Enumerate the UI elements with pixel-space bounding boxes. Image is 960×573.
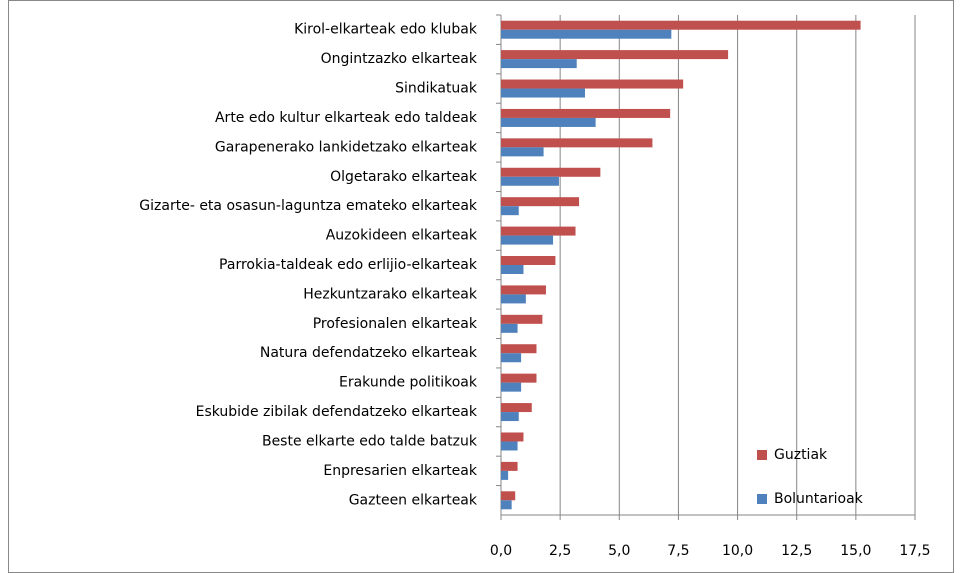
bar: [501, 235, 554, 245]
y-tick-label: Profesionalen elkarteak: [313, 316, 478, 332]
bar: [501, 461, 518, 471]
bar: [501, 29, 672, 39]
bar: [501, 470, 509, 480]
bar: [501, 373, 537, 383]
y-tick-label: Hezkuntzarako elkarteak: [303, 286, 478, 302]
bar: [501, 206, 519, 216]
x-tick-label: 0,0: [490, 543, 512, 559]
x-tick-label: 7,5: [667, 543, 689, 559]
bar: [501, 167, 601, 177]
bar: [501, 108, 671, 118]
y-tick-label: Erakunde politikoak: [339, 375, 478, 391]
bar: [501, 314, 543, 324]
bar: [501, 500, 512, 510]
x-tick-label: 17,5: [899, 543, 930, 559]
legend-swatch: [757, 494, 767, 504]
bar: [501, 344, 537, 354]
bar: [501, 353, 522, 363]
y-tick-label: Garapenerako lankidetzako elkarteak: [215, 139, 478, 155]
bar: [501, 197, 580, 207]
y-tick-label: Enpresarien elkarteak: [323, 463, 478, 479]
bar: [501, 88, 585, 98]
bar: [501, 491, 516, 501]
bar: [501, 50, 729, 60]
y-tick-label: Ongintzazko elkarteak: [321, 51, 478, 67]
y-tick-label: Parrokia-taldeak edo erlijio-elkarteak: [219, 257, 478, 273]
legend-swatch: [757, 450, 767, 460]
y-tick-label: Beste elkarte edo talde batzuk: [262, 433, 478, 449]
y-tick-label: Arte edo kultur elkarteak edo taldeak: [215, 110, 478, 126]
bar: [501, 432, 524, 442]
chart-frame: [8, 0, 954, 573]
bar: [501, 256, 556, 265]
y-tick-label: Kirol-elkarteak edo klubak: [294, 22, 478, 38]
bar: [501, 323, 518, 333]
x-tick-label: 15,0: [840, 543, 871, 559]
y-tick-label: Gazteen elkarteak: [349, 492, 478, 508]
x-tick-label: 5,0: [608, 543, 630, 559]
bar: [501, 138, 653, 148]
x-tick-label: 12,5: [781, 543, 812, 559]
x-tick-label: 10,0: [722, 543, 753, 559]
legend-label: Boluntarioak: [774, 491, 864, 507]
y-tick-label: Sindikatuak: [395, 81, 478, 97]
bar: [501, 147, 544, 157]
bar: [501, 79, 684, 89]
y-tick-label: Eskubide zibilak defendatzeko elkarteak: [196, 404, 478, 420]
bar: [501, 265, 524, 274]
bar: [501, 441, 518, 451]
bar: [501, 403, 532, 413]
bar: [501, 412, 519, 422]
y-tick-label: Auzokideen elkarteak: [326, 228, 478, 244]
legend-label: Guztiak: [774, 447, 828, 463]
y-tick-label: Gizarte- eta osasun-laguntza emateko elk…: [139, 198, 478, 214]
bar: [501, 59, 577, 69]
bar: [501, 294, 526, 304]
x-tick-label: 2,5: [549, 543, 571, 559]
bar: [501, 117, 596, 127]
bar: [501, 20, 861, 30]
y-tick-label: Olgetarako elkarteak: [330, 169, 478, 185]
y-tick-label: Natura defendatzeko elkarteak: [260, 345, 478, 361]
bar: [501, 382, 522, 392]
bar: [501, 226, 576, 236]
bar: [501, 285, 546, 295]
bar: [501, 176, 559, 186]
